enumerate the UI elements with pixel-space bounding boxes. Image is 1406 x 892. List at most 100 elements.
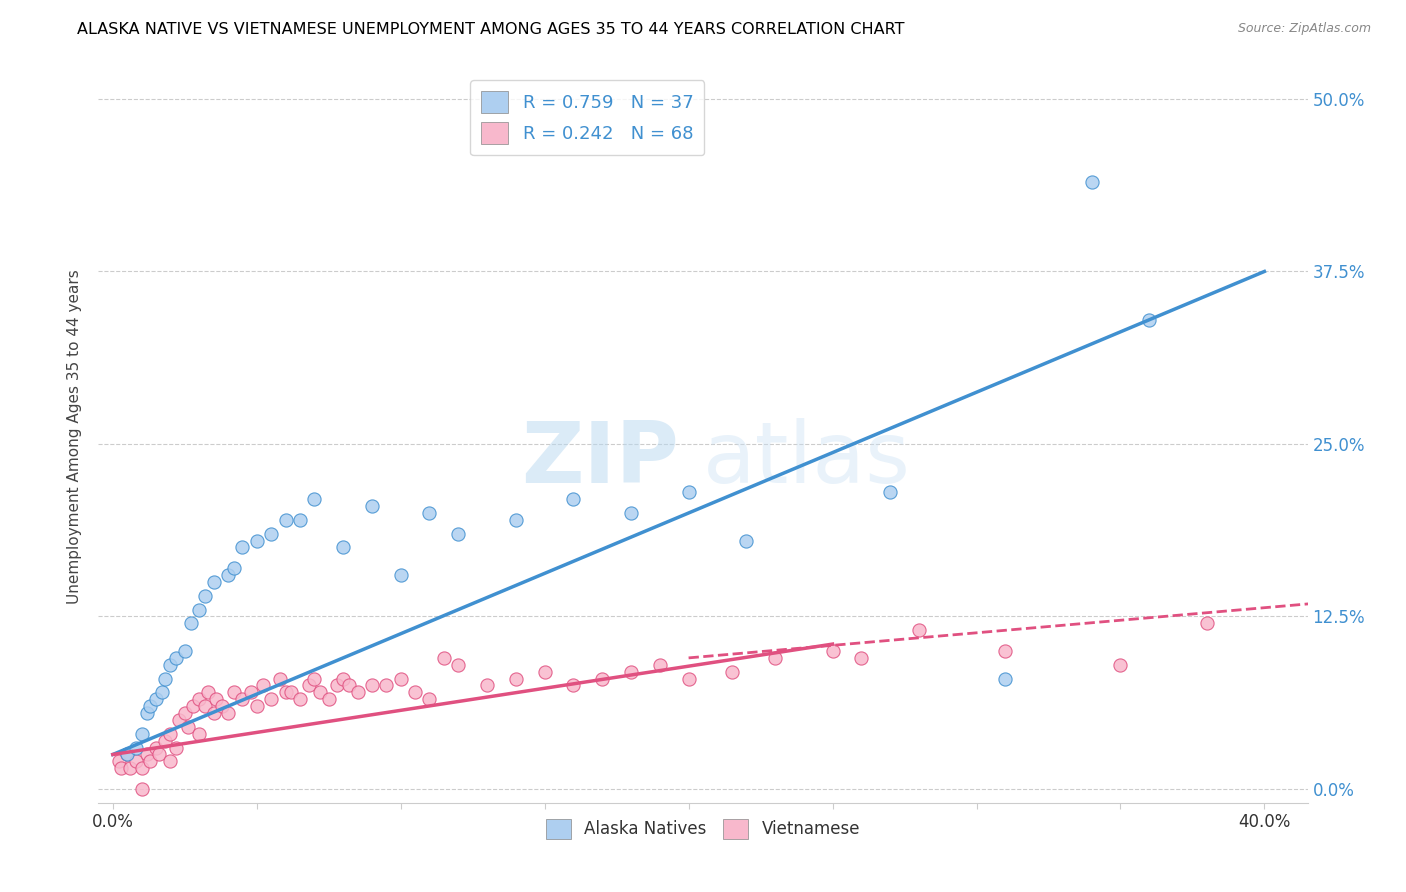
Point <box>131 727 153 741</box>
Point <box>505 513 527 527</box>
Text: ZIP: ZIP <box>522 417 679 500</box>
Point <box>110 761 132 775</box>
Legend: Alaska Natives, Vietnamese: Alaska Natives, Vietnamese <box>540 812 866 846</box>
Point <box>145 740 167 755</box>
Point <box>720 665 742 679</box>
Point <box>222 561 245 575</box>
Point <box>851 651 873 665</box>
Point <box>591 672 613 686</box>
Point <box>908 624 931 638</box>
Point <box>304 492 326 507</box>
Point <box>136 706 159 720</box>
Point <box>562 492 585 507</box>
Point <box>115 747 138 762</box>
Point <box>231 692 253 706</box>
Point <box>211 699 233 714</box>
Point <box>361 678 384 692</box>
Point <box>288 513 311 527</box>
Point <box>202 706 225 720</box>
Point <box>620 506 643 520</box>
Point <box>246 699 269 714</box>
Point <box>217 706 239 720</box>
Point <box>240 685 263 699</box>
Point <box>1137 312 1160 326</box>
Point <box>125 755 148 769</box>
Point <box>994 644 1017 658</box>
Point <box>183 699 205 714</box>
Point <box>269 672 291 686</box>
Point <box>361 499 384 513</box>
Point <box>375 678 398 692</box>
Point <box>620 665 643 679</box>
Point <box>150 685 173 699</box>
Point <box>1109 657 1132 672</box>
Point <box>153 672 176 686</box>
Point <box>260 526 283 541</box>
Point <box>337 678 360 692</box>
Point <box>1080 175 1102 189</box>
Point <box>562 678 585 692</box>
Point <box>159 657 181 672</box>
Point <box>505 672 527 686</box>
Point <box>332 541 354 555</box>
Y-axis label: Unemployment Among Ages 35 to 44 years: Unemployment Among Ages 35 to 44 years <box>67 269 83 605</box>
Point <box>475 678 498 692</box>
Point <box>173 644 195 658</box>
Point <box>252 678 274 692</box>
Point <box>288 692 311 706</box>
Point <box>447 657 470 672</box>
Point <box>131 761 153 775</box>
Point <box>194 589 217 603</box>
Point <box>297 678 319 692</box>
Point <box>202 574 225 589</box>
Point <box>678 672 700 686</box>
Point <box>260 692 283 706</box>
Point <box>153 733 176 747</box>
Point <box>180 616 202 631</box>
Point <box>418 506 440 520</box>
Point <box>131 782 153 797</box>
Text: atlas: atlas <box>703 417 911 500</box>
Point <box>274 685 297 699</box>
Point <box>326 678 349 692</box>
Point <box>678 485 700 500</box>
Point <box>194 699 217 714</box>
Point <box>125 740 148 755</box>
Point <box>994 672 1017 686</box>
Point <box>120 761 142 775</box>
Text: Source: ZipAtlas.com: Source: ZipAtlas.com <box>1237 22 1371 36</box>
Point <box>115 747 138 762</box>
Point <box>318 692 340 706</box>
Point <box>107 755 129 769</box>
Point <box>648 657 671 672</box>
Point <box>821 644 844 658</box>
Point <box>167 713 190 727</box>
Point <box>136 747 159 762</box>
Point <box>763 651 786 665</box>
Point <box>533 665 555 679</box>
Point <box>197 685 219 699</box>
Point <box>389 568 412 582</box>
Point <box>139 755 162 769</box>
Point <box>159 755 181 769</box>
Point <box>205 692 228 706</box>
Point <box>879 485 901 500</box>
Point <box>188 602 211 616</box>
Point <box>389 672 412 686</box>
Point <box>165 740 187 755</box>
Point <box>145 692 167 706</box>
Point <box>304 672 326 686</box>
Point <box>176 720 198 734</box>
Point <box>217 568 239 582</box>
Point <box>309 685 332 699</box>
Point <box>404 685 426 699</box>
Point <box>159 727 181 741</box>
Point <box>222 685 245 699</box>
Point <box>332 672 354 686</box>
Point <box>274 513 297 527</box>
Point <box>188 727 211 741</box>
Point <box>246 533 269 548</box>
Text: ALASKA NATIVE VS VIETNAMESE UNEMPLOYMENT AMONG AGES 35 TO 44 YEARS CORRELATION C: ALASKA NATIVE VS VIETNAMESE UNEMPLOYMENT… <box>77 22 905 37</box>
Point <box>188 692 211 706</box>
Point <box>139 699 162 714</box>
